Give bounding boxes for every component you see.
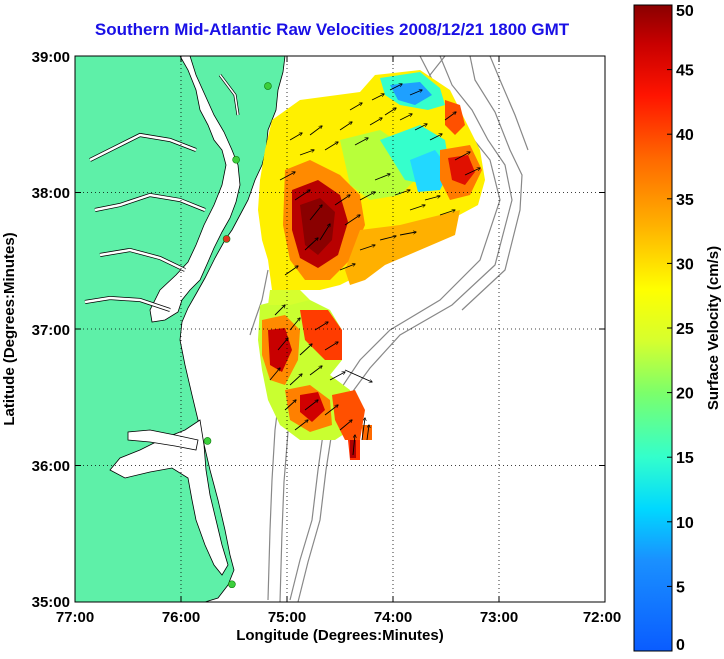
chesapeake-bay [149, 56, 241, 323]
tick-marks [75, 56, 605, 602]
x-tick-label: 73:00 [480, 609, 518, 626]
x-tick-label: 75:00 [268, 609, 306, 626]
station-1-marker [275, 42, 282, 49]
velocity-field [258, 70, 485, 460]
x-tick-label: 77:00 [56, 609, 94, 626]
station-markers [203, 42, 282, 589]
colorbar: 0 5 10 15 20 25 30 35 40 45 50 Surface Velocity (c… [633, 3, 722, 654]
colorbar-gradient [633, 4, 673, 652]
colorbar-ticks: 0 5 10 15 20 25 30 35 40 45 50 [667, 3, 694, 654]
colorbar-tick-label: 30 [676, 256, 694, 273]
x-axis-label: Longitude (Degrees:Minutes) [236, 627, 444, 644]
pamlico-sound [109, 419, 229, 576]
colorbar-tick-label: 45 [676, 63, 694, 80]
colorbar-tick-label: 25 [676, 321, 694, 338]
colorbar-tick-label: 50 [676, 3, 694, 20]
station-5-marker [203, 437, 212, 445]
station-3-marker [232, 155, 240, 164]
colorbar-tick-label: 35 [676, 192, 694, 209]
colorbar-label: Surface Velocity (cm/s) [705, 246, 722, 410]
x-tick-label: 72:00 [583, 609, 621, 626]
graticule [75, 56, 605, 602]
station-4-marker [222, 235, 231, 243]
map-title: Southern Mid-Atlantic Raw Velocities 200… [94, 20, 570, 39]
y-tick-label: 35:00 [32, 594, 70, 611]
y-tick-label: 38:00 [32, 185, 70, 202]
x-tick-label: 76:00 [162, 609, 200, 626]
station-2-marker [264, 82, 272, 90]
y-axis-label: Latitude (Degrees:Minutes) [1, 232, 18, 425]
colorbar-tick-label: 40 [676, 127, 694, 144]
colorbar-tick-label: 10 [676, 515, 694, 532]
colorbar-tick-label: 5 [676, 579, 685, 596]
albemarle-sound [127, 429, 199, 451]
colorbar-tick-label: 20 [676, 386, 694, 403]
y-tick-label: 39:00 [32, 49, 70, 66]
colorbar-tick-label: 15 [676, 450, 694, 467]
colorbar-tick-label: 0 [676, 637, 685, 654]
station-6-marker [228, 580, 236, 589]
x-tick-label: 74:00 [374, 609, 412, 626]
y-tick-label: 37:00 [32, 322, 70, 339]
y-tick-label: 36:00 [32, 458, 70, 475]
